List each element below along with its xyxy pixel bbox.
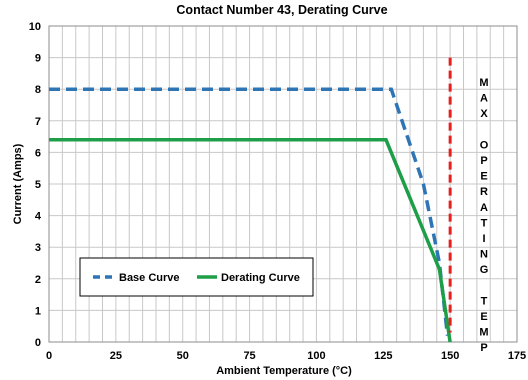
max-operating-temp-letter: N [480,249,488,261]
x-tick-label: 25 [110,350,122,362]
max-operating-temp-letter: O [480,139,489,151]
x-tick-label: 125 [374,350,392,362]
max-operating-temp-letter: X [480,108,488,120]
x-axis-label: Ambient Temperature (°C) [216,365,352,377]
y-tick-label: 10 [29,21,41,33]
x-tick-label: 100 [307,350,325,362]
y-tick-label: 4 [35,211,42,223]
y-tick-labels: 0 1 2 3 4 5 6 7 8 9 10 [29,21,42,349]
max-operating-temp-letter: T [481,295,488,307]
max-operating-temp-letter: T [481,217,488,229]
max-operating-temp-letter: A [480,202,488,214]
chart-title: Contact Number 43, Derating Curve [176,3,387,17]
y-tick-label: 9 [35,53,41,65]
y-axis-label: Current (Amps) [12,143,24,224]
max-operating-temp-letter: R [480,186,488,198]
x-tick-label: 175 [508,350,526,362]
x-tick-label: 0 [46,350,52,362]
series-layer [49,87,452,343]
y-tick-label: 7 [35,116,41,128]
y-tick-label: 0 [35,337,41,349]
y-tick-label: 5 [35,179,41,191]
x-tick-labels: 0 25 50 75 100 125 150 175 [46,350,526,362]
legend: Base Curve Derating Curve [79,257,314,297]
y-tick-label: 6 [35,147,41,159]
y-tick-label: 1 [35,305,41,317]
max-operating-temp-letter: M [479,77,488,89]
x-tick-label: 50 [177,350,189,362]
y-tick-label: 8 [35,84,41,96]
legend-box [79,257,314,297]
legend-label-base-curve: Base Curve [119,272,180,284]
max-operating-temp-letter: E [480,311,487,323]
y-tick-label: 3 [35,242,41,254]
max-operating-temp-letter: M [479,327,488,339]
x-tick-label: 75 [243,350,255,362]
y-tick-label: 2 [35,274,41,286]
x-tick-label: 150 [441,350,459,362]
max-operating-temp-letter: I [482,233,485,245]
max-operating-temp-letter: G [480,264,489,276]
max-operating-temp-letter: P [480,342,487,354]
legend-label-derating-curve: Derating Curve [221,272,300,284]
plot-frame [48,25,518,343]
max-operating-temp-letter: P [480,155,487,167]
max-operating-temp-letter: E [480,171,487,183]
max-operating-temp-letter: A [480,93,488,105]
series-line-derating-curve [49,138,452,343]
